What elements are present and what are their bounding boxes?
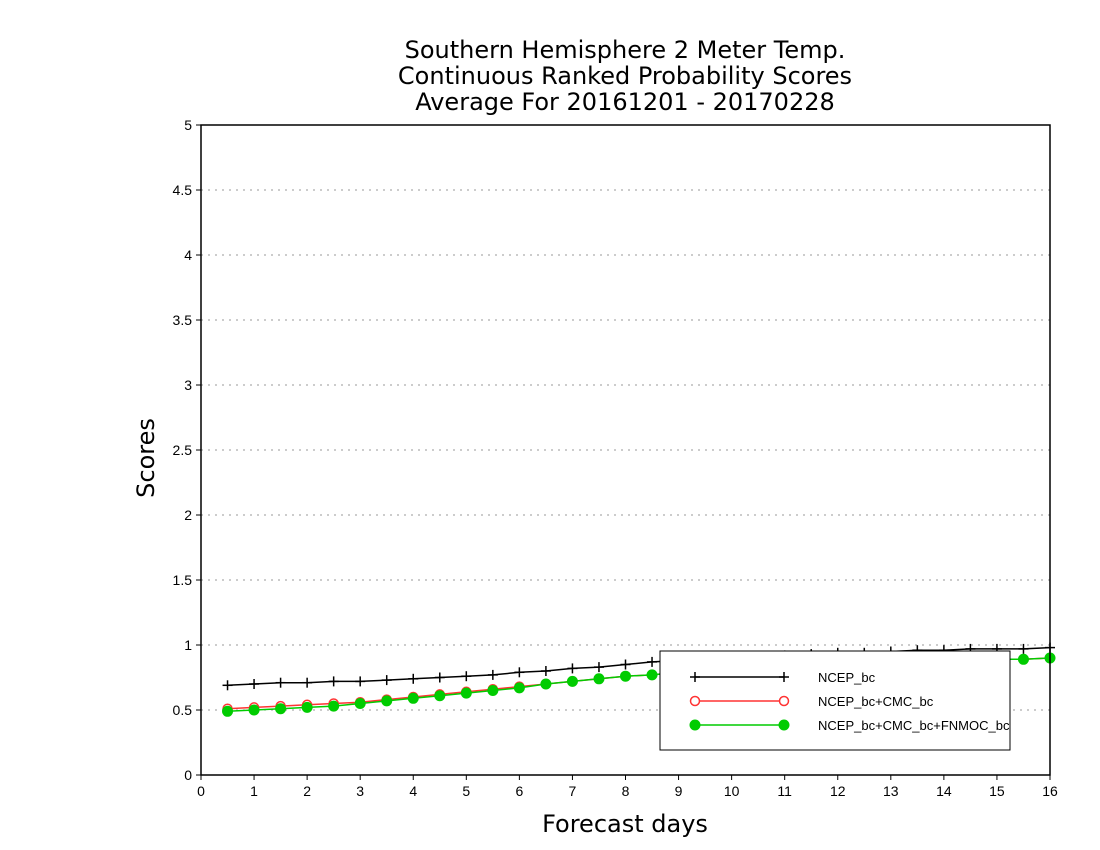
data-point — [328, 700, 340, 712]
data-point — [249, 679, 260, 689]
data-point — [222, 705, 234, 717]
x-tick-label: 0 — [197, 783, 205, 799]
x-tick-label: 8 — [622, 783, 630, 799]
legend-marker — [778, 719, 790, 731]
data-point — [567, 663, 578, 674]
y-tick-label: 1 — [184, 637, 192, 653]
x-tick-label: 14 — [936, 783, 952, 799]
data-point — [354, 698, 366, 709]
y-tick-label: 3 — [184, 377, 192, 393]
data-point — [593, 662, 604, 673]
data-point — [540, 666, 551, 676]
data-point — [1017, 653, 1029, 665]
x-axis-label: Forecast days — [542, 810, 708, 838]
legend-marker — [689, 695, 701, 707]
axis-ticks: 00.511.522.533.544.550 1 2 3 4 5 6 7 8 9 10 11 12 13 1… — [173, 117, 1058, 799]
data-point — [513, 682, 525, 694]
data-point — [434, 690, 446, 702]
y-tick-label: 5 — [184, 117, 192, 133]
legend-label: NCEP_bc+CMC_bc — [818, 694, 934, 709]
legend-entry: NCEP_bc — [690, 670, 876, 685]
data-point — [275, 703, 287, 715]
x-tick-label: 13 — [883, 783, 899, 799]
y-tick-label: 4.5 — [173, 182, 193, 198]
data-point — [381, 695, 393, 707]
x-tick-label: 5 — [462, 783, 470, 799]
data-point — [593, 673, 605, 685]
data-point — [487, 685, 499, 696]
legend-entry: NCEP_bc+CMC_bc — [689, 694, 934, 709]
y-tick-label: 1.5 — [173, 572, 193, 588]
x-tick-label: 2 — [303, 783, 311, 799]
y-tick-label: 4 — [184, 247, 192, 263]
data-point — [248, 704, 260, 716]
legend-marker — [778, 695, 790, 707]
data-point — [514, 667, 525, 678]
data-point — [461, 671, 472, 682]
data-point — [381, 675, 392, 686]
data-point — [408, 673, 419, 684]
data-point — [646, 669, 658, 681]
data-point — [1018, 643, 1029, 654]
data-point — [275, 677, 286, 688]
data-point — [222, 680, 233, 691]
y-tick-label: 2 — [184, 507, 192, 523]
data-point — [540, 678, 552, 690]
x-tick-label: 11 — [777, 783, 792, 799]
data-point — [566, 675, 578, 687]
data-point — [620, 659, 631, 670]
legend-marker — [689, 719, 701, 731]
chart-title-line-3: Average For 20161201 - 20170228 — [415, 88, 835, 116]
legend-label: NCEP_bc — [818, 670, 876, 685]
data-point — [302, 677, 313, 688]
data-point — [460, 687, 472, 699]
x-tick-label: 15 — [989, 783, 1005, 799]
x-tick-label: 12 — [830, 783, 846, 799]
x-tick-label: 7 — [569, 783, 577, 799]
x-tick-label: 3 — [356, 783, 364, 799]
gridlines — [201, 189, 1050, 711]
y-tick-label: 2.5 — [173, 442, 193, 458]
data-point — [647, 656, 658, 667]
series-1 — [222, 642, 1055, 691]
data-point — [328, 676, 339, 687]
data-point — [301, 701, 313, 713]
legend-label: NCEP_bc+CMC_bc+FNMOC_bc — [818, 718, 1010, 733]
chart-title: Southern Hemisphere 2 Meter Temp. Contin… — [398, 36, 852, 116]
x-tick-label: 4 — [409, 783, 417, 799]
legend-marker — [779, 672, 789, 682]
y-tick-label: 0.5 — [173, 702, 193, 718]
data-point — [407, 692, 419, 704]
chart-title-line-1: Southern Hemisphere 2 Meter Temp. — [405, 36, 846, 64]
x-tick-label: 10 — [724, 783, 740, 799]
data-point — [620, 670, 631, 682]
x-tick-label: 1 — [250, 783, 258, 799]
x-tick-label: 6 — [515, 783, 523, 799]
data-point — [487, 669, 498, 680]
x-tick-label: 16 — [1042, 783, 1058, 799]
y-axis-label: Scores — [132, 418, 160, 498]
y-tick-label: 0 — [184, 767, 192, 783]
legend-marker — [690, 672, 700, 682]
data-point — [355, 676, 366, 687]
chart-title-line-2: Continuous Ranked Probability Scores — [398, 62, 852, 90]
y-tick-label: 3.5 — [173, 312, 193, 328]
data-point — [434, 672, 445, 683]
x-tick-label: 9 — [675, 783, 683, 799]
legend: NCEP_bc NCEP_bc+CMC_bc NCEP_bc+CMC_bc+FNMO… — [659, 650, 1011, 751]
legend-entry: NCEP_bc+CMC_bc+FNMOC_bc — [689, 718, 1010, 733]
